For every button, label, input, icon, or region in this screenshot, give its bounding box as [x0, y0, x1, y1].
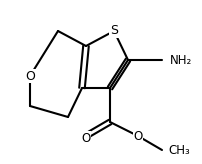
Text: CH₃: CH₃ — [168, 144, 190, 156]
Text: O: O — [25, 70, 35, 82]
Text: S: S — [110, 24, 118, 38]
Text: NH₂: NH₂ — [170, 53, 192, 66]
Text: O: O — [81, 132, 91, 144]
Text: O: O — [133, 130, 143, 143]
